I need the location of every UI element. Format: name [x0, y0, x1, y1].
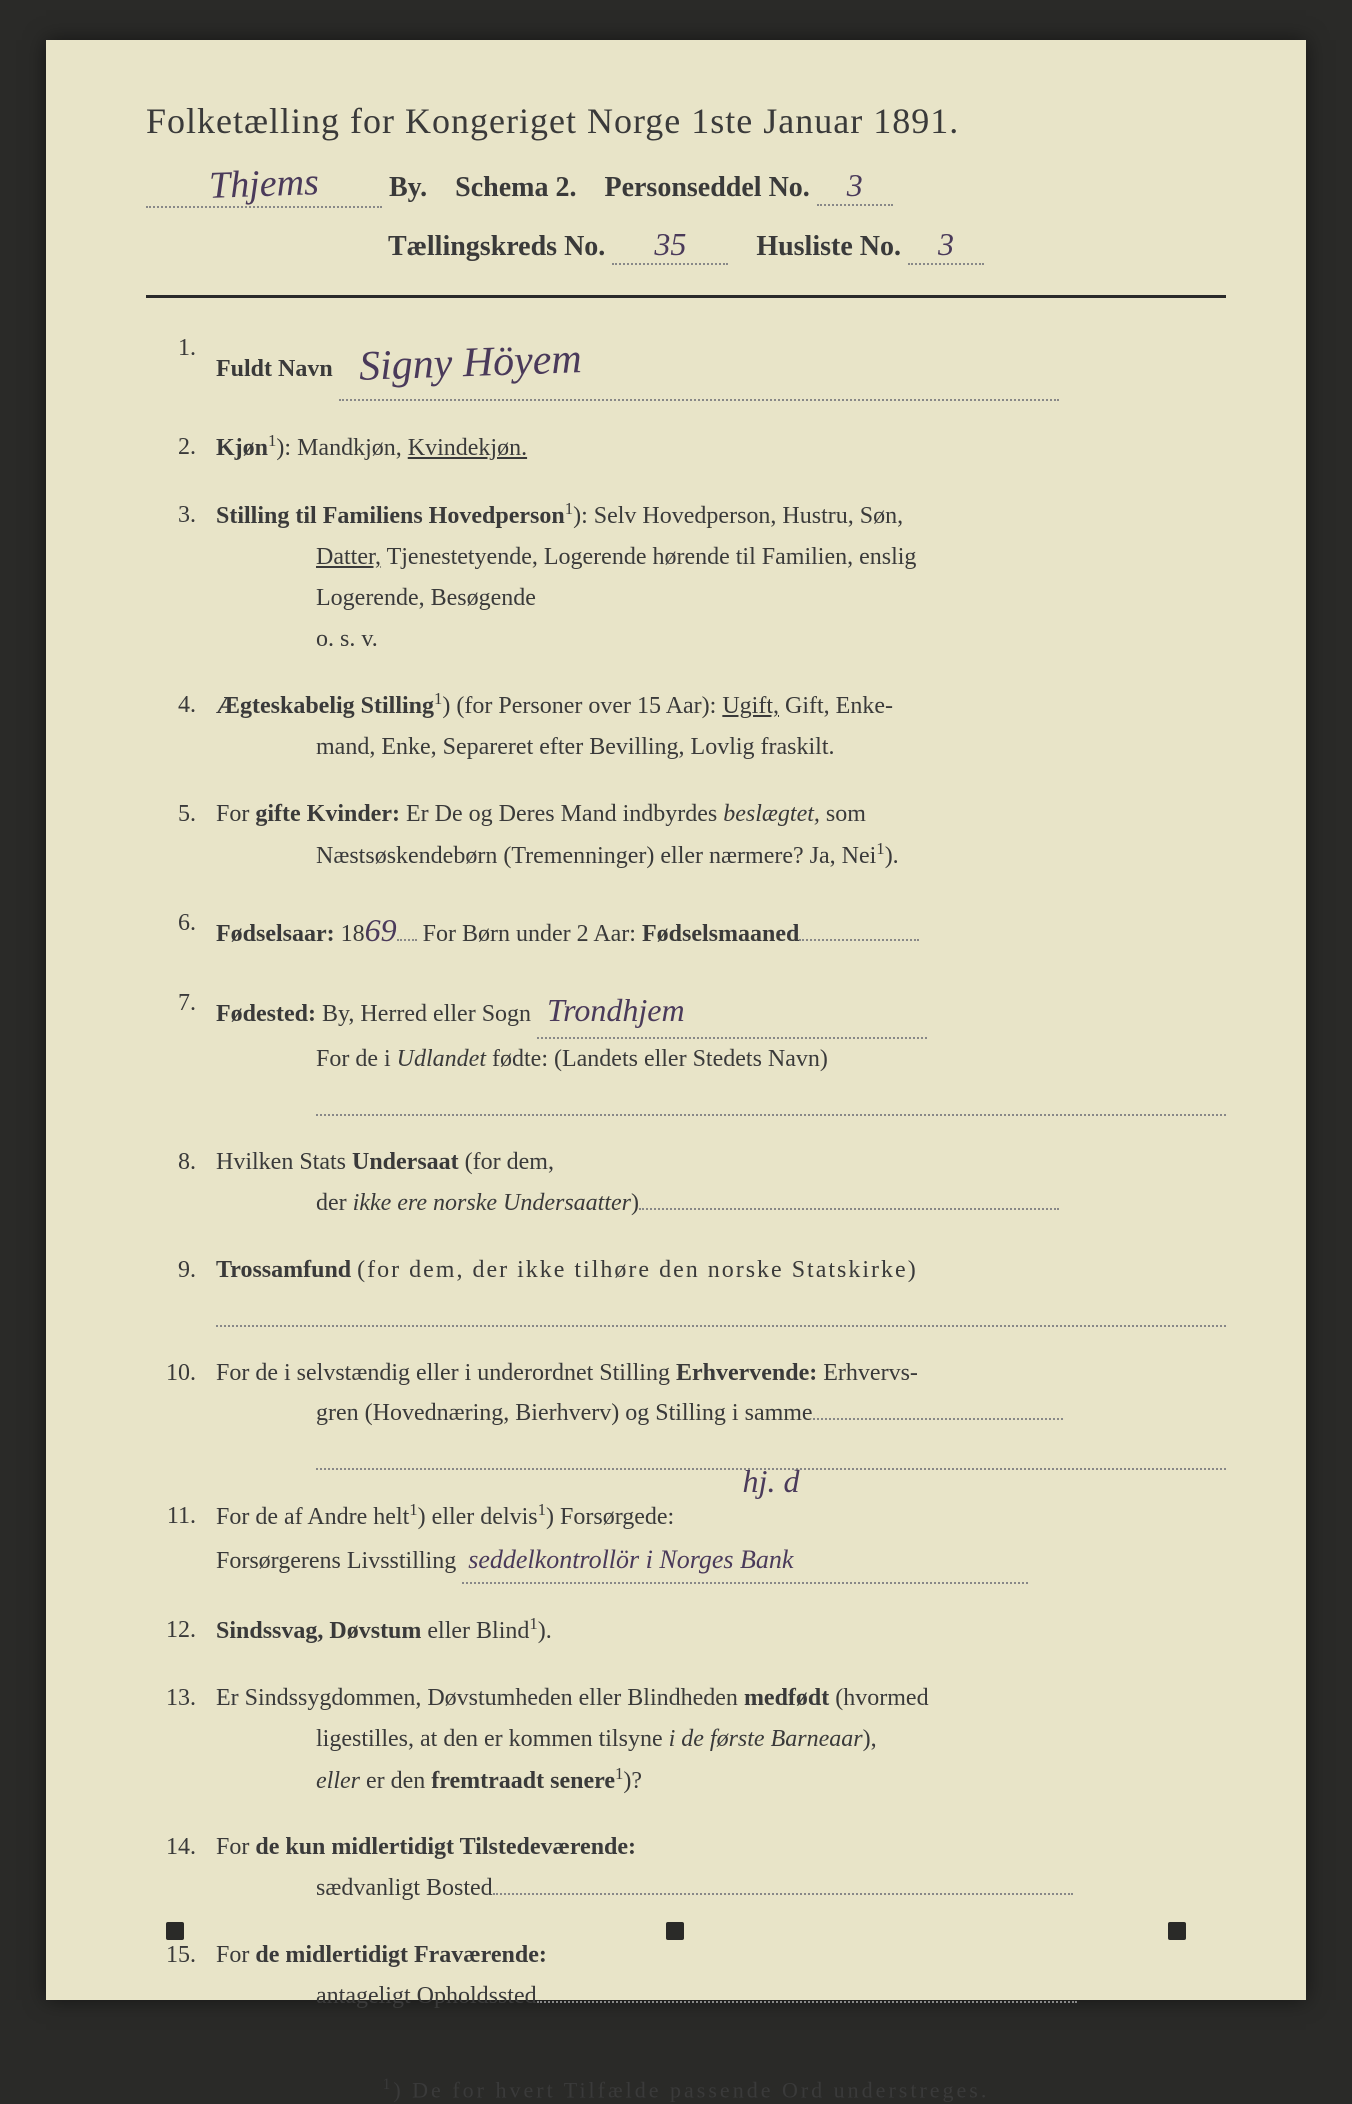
erhverv-value: hj. d: [743, 1454, 800, 1508]
item-5: 5. For gifte Kvinder: Er De og Deres Man…: [146, 794, 1226, 877]
dotted-blank: [316, 1090, 1226, 1116]
item-11: 11. For de af Andre helt1) eller delvis1…: [146, 1496, 1226, 1584]
label-fodselsaar: Fødselsaar:: [216, 921, 335, 947]
item-num: 11.: [146, 1496, 216, 1584]
stilling-line2: Tjenestetyende, Logerende hørende til Fa…: [387, 544, 917, 570]
punch-mark: [1168, 1922, 1186, 1940]
item-num: 15.: [146, 1935, 216, 2017]
kreds-label: Tællingskreds No.: [388, 231, 605, 262]
stilling-selected: Datter,: [316, 544, 381, 570]
value-name: Signy Höyem: [358, 324, 583, 403]
item-1: 1. Fuldt Navn Signy Höyem: [146, 328, 1226, 401]
aegteskab-rest1: Gift, Enke-: [785, 693, 893, 719]
item-12: 12. Sindssvag, Døvstum eller Blind1).: [146, 1610, 1226, 1652]
label-aegteskab: Ægteskabelig Stilling: [216, 693, 434, 719]
punch-mark: [166, 1922, 184, 1940]
aegteskab-paren: (for Personer over 15 Aar):: [456, 693, 722, 719]
personseddel-no: 3: [847, 167, 863, 204]
item-13: 13. Er Sindssygdommen, Døvstumheden elle…: [146, 1678, 1226, 1801]
header-line-3: Tællingskreds No. 35 Husliste No. 3: [146, 226, 1226, 265]
item-num: 12.: [146, 1610, 216, 1652]
year-value: 69: [365, 903, 397, 957]
schema-label: Schema 2.: [455, 172, 576, 203]
kjon-selected: Kvindekjøn.: [408, 435, 527, 461]
item-2: 2. Kjøn1): Mandkjøn, Kvindekjøn.: [146, 427, 1226, 469]
page-title: Folketælling for Kongeriget Norge 1ste J…: [146, 100, 1226, 142]
footnote: 1) De for hvert Tilfælde passende Ord un…: [146, 2076, 1226, 2103]
item-num: 13.: [146, 1678, 216, 1801]
stilling-line4: o. s. v.: [316, 626, 378, 652]
item-6: 6. Fødselsaar: 1869 For Børn under 2 Aar…: [146, 903, 1226, 957]
item-num: 1.: [146, 328, 216, 401]
item-9: 9. Trossamfund (for dem, der ikke tilhør…: [146, 1250, 1226, 1327]
item-num: 4.: [146, 685, 216, 768]
item-num: 5.: [146, 794, 216, 877]
item-num: 7.: [146, 983, 216, 1116]
label-trossamfund: Trossamfund: [216, 1257, 351, 1283]
fodested-value: Trondhjem: [547, 983, 685, 1037]
aegteskab-rest2: mand, Enke, Separeret efter Bevilling, L…: [316, 734, 835, 760]
item-num: 3.: [146, 495, 216, 659]
item-15: 15. For de midlertidigt Fraværende: anta…: [146, 1935, 1226, 2017]
item-num: 6.: [146, 903, 216, 957]
kjon-options: Mandkjøn,: [297, 435, 408, 461]
stilling-line1: Selv Hovedperson, Hustru, Søn,: [594, 503, 903, 529]
husliste-label: Husliste No.: [756, 231, 901, 262]
item-num: 10.: [146, 1353, 216, 1471]
item-num: 8.: [146, 1142, 216, 1224]
dotted-blank: [216, 1301, 1226, 1327]
label-stilling: Stilling til Familiens Hovedperson: [216, 503, 565, 529]
item-10: 10. For de i selvstændig eller i underor…: [146, 1353, 1226, 1471]
label-gifte: gifte Kvinder:: [255, 801, 400, 827]
item-num: 14.: [146, 1827, 216, 1909]
item-7: 7. Fødested: By, Herred eller Sogn Trond…: [146, 983, 1226, 1116]
item-14: 14. For de kun midlertidigt Tilstedevære…: [146, 1827, 1226, 1909]
label-fodested: Fødested:: [216, 1001, 316, 1027]
aegteskab-selected: Ugift,: [722, 693, 779, 719]
city-handwritten: Thjems: [208, 160, 319, 208]
husliste-no: 3: [938, 226, 954, 263]
stilling-line3: Logerende, Besøgende: [316, 585, 536, 611]
personseddel-label: Personseddel No.: [604, 172, 809, 203]
header-line-2: Thjems By. Schema 2. Personseddel No. 3: [146, 162, 1226, 208]
divider: [146, 295, 1226, 298]
item-8: 8. Hvilken Stats Undersaat (for dem, der…: [146, 1142, 1226, 1224]
forsorger-value: seddelkontrollör i Norges Bank: [468, 1538, 793, 1582]
census-form-page: Folketælling for Kongeriget Norge 1ste J…: [46, 40, 1306, 2000]
punch-mark: [666, 1922, 684, 1940]
label-fuldt-navn: Fuldt Navn: [216, 356, 333, 382]
item-3: 3. Stilling til Familiens Hovedperson1):…: [146, 495, 1226, 659]
city-label: By.: [389, 172, 427, 203]
kreds-no: 35: [654, 226, 686, 263]
dotted-blank: hj. d: [316, 1444, 1226, 1470]
item-num: 9.: [146, 1250, 216, 1327]
item-4: 4. Ægteskabelig Stilling1) (for Personer…: [146, 685, 1226, 768]
item-num: 2.: [146, 427, 216, 469]
label-kjon: Kjøn: [216, 435, 268, 461]
